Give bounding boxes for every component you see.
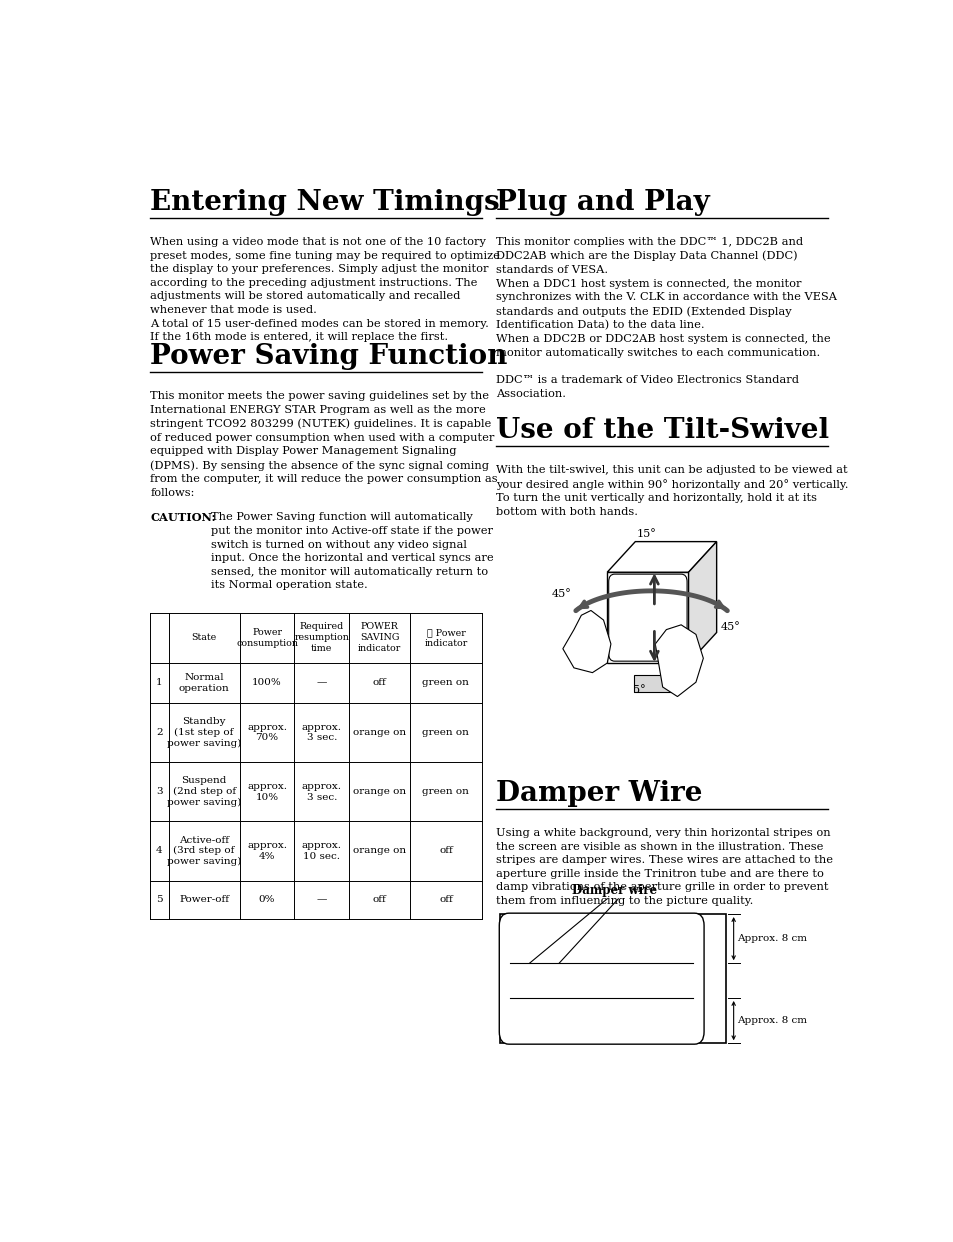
Text: —: — [316,895,327,904]
Text: 0%: 0% [258,895,275,904]
Text: approx.
10%: approx. 10% [247,781,287,801]
Text: Damper Wire: Damper Wire [496,780,702,807]
Text: Using a white background, very thin horizontal stripes on
the screen are visible: Using a white background, very thin hori… [496,828,832,907]
Text: 4: 4 [156,847,163,856]
Bar [499,914,724,1043]
Text: The Power Saving function will automatically
put the monitor into Active-off sta: The Power Saving function will automatic… [211,513,493,590]
Text: green on: green on [422,678,469,687]
Text: Approx. 8 cm: Approx. 8 cm [737,934,806,943]
Text: CAUTION:: CAUTION: [151,513,215,523]
Text: off: off [373,678,386,687]
Text: Power
consumption: Power consumption [235,628,297,647]
Text: When using a video mode that is not one of the 10 factory
preset modes, some fin: When using a video mode that is not one … [151,237,499,343]
Text: POWER
SAVING
indicator: POWER SAVING indicator [357,622,401,653]
Text: Standby
(1st step of
power saving): Standby (1st step of power saving) [167,717,241,748]
Text: Power-off: Power-off [179,895,229,904]
Text: 2: 2 [156,728,163,737]
FancyBboxPatch shape [498,913,703,1045]
Text: orange on: orange on [353,787,406,796]
Text: 5: 5 [156,895,163,904]
Text: approx.
4%: approx. 4% [247,841,287,861]
Text: 45°: 45° [720,622,740,632]
Text: 15°: 15° [637,529,656,539]
Text: 5°: 5° [633,684,645,694]
Text: 1: 1 [156,678,163,687]
Text: Suspend
(2nd step of
power saving): Suspend (2nd step of power saving) [167,776,241,807]
Text: off: off [373,895,386,904]
Text: ⏻ Power
indicator: ⏻ Power indicator [424,628,467,647]
Text: green on: green on [422,787,469,796]
Text: approx.
70%: approx. 70% [247,723,287,743]
Text: approx.
10 sec.: approx. 10 sec. [301,841,341,861]
Text: Entering New Timings: Entering New Timings [151,189,499,216]
Polygon shape [606,542,716,573]
Text: approx.
3 sec.: approx. 3 sec. [301,723,341,743]
Text: Power Saving Function: Power Saving Function [151,343,507,370]
FancyBboxPatch shape [634,674,678,692]
Text: This monitor complies with the DDC™ 1, DDC2B and
DDC2AB which are the Display Da: This monitor complies with the DDC™ 1, D… [496,237,837,399]
Text: Required
resumption
time: Required resumption time [294,622,349,653]
Text: 45°: 45° [551,589,571,599]
Text: State: State [192,633,216,642]
Text: green on: green on [422,728,469,737]
Text: Approx. 8 cm: Approx. 8 cm [737,1016,806,1025]
Polygon shape [562,611,610,673]
Text: Use of the Tilt-Swivel: Use of the Tilt-Swivel [496,417,828,443]
Text: Normal
operation: Normal operation [178,673,230,693]
Text: orange on: orange on [353,728,406,737]
Text: With the tilt-swivel, this unit can be adjusted to be viewed at
your desired ang: With the tilt-swivel, this unit can be a… [496,465,848,517]
Text: This monitor meets the power saving guidelines set by the
International ENERGY S: This monitor meets the power saving guid… [151,391,497,498]
Text: —: — [316,678,327,687]
Text: 100%: 100% [252,678,282,687]
Polygon shape [688,542,716,663]
Text: Damper wire: Damper wire [572,884,657,897]
Bar [606,573,688,663]
FancyBboxPatch shape [608,574,686,661]
Text: orange on: orange on [353,847,406,856]
Text: Plug and Play: Plug and Play [496,189,709,216]
Polygon shape [655,625,702,697]
Text: off: off [438,847,453,856]
Text: approx.
3 sec.: approx. 3 sec. [301,781,341,801]
Text: Active-off
(3rd step of
power saving): Active-off (3rd step of power saving) [167,836,241,867]
Text: 3: 3 [156,787,163,796]
Text: off: off [438,895,453,904]
